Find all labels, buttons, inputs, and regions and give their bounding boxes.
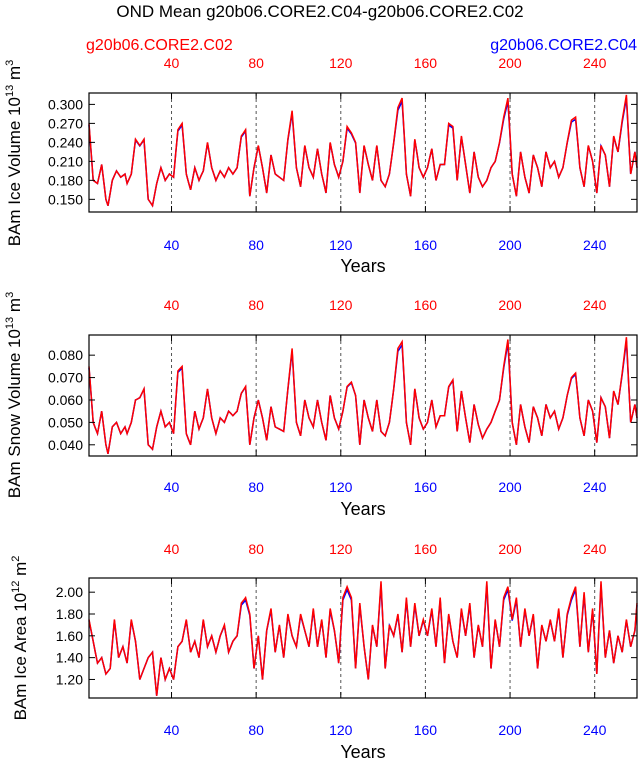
x-tick-label-bottom: 240: [583, 479, 607, 495]
x-tick-label-bottom: 80: [248, 722, 264, 738]
y-tick-label: 0.150: [48, 191, 83, 207]
y-tick-label: 0.240: [48, 134, 83, 150]
x-tick-label-top: 160: [414, 297, 438, 313]
y-tick-label: 1.80: [56, 606, 83, 622]
series-line-c02: [88, 94, 638, 208]
ice-area-panel: 2.00 1.80 1.60 1.40 1.20 40 40 80 80 120 120 160 160…: [10, 541, 638, 762]
x-tick-label-bottom: 240: [583, 237, 607, 253]
y-tick-label: 0.050: [48, 414, 83, 430]
plot-frame: [88, 334, 638, 457]
y-tick-label: 1.60: [56, 628, 83, 644]
y-tick-label: 0.040: [48, 437, 83, 453]
x-tick-label-bottom: 200: [498, 479, 522, 495]
x-tick-label-top: 40: [164, 541, 180, 557]
x-tick-label-bottom: 160: [414, 237, 438, 253]
x-tick-label-bottom: 80: [248, 237, 264, 253]
chart-title: OND Mean g20b06.CORE2.C04-g20b06.CORE2.C…: [116, 2, 523, 21]
x-tick-label-bottom: 40: [164, 722, 180, 738]
x-tick-label-bottom: 40: [164, 479, 180, 495]
x-tick-label-bottom: 80: [248, 479, 264, 495]
y-tick-label: 0.180: [48, 172, 83, 188]
x-tick-label-bottom: 40: [164, 237, 180, 253]
y-tick-label: 0.300: [48, 96, 83, 112]
x-tick-label-bottom: 200: [498, 722, 522, 738]
y-tick-label: 2.00: [56, 584, 83, 600]
y-tick-label: 0.270: [48, 115, 83, 131]
x-tick-label-top: 160: [414, 55, 438, 71]
plot-frame: [88, 577, 638, 699]
x-tick-label-bottom: 120: [329, 479, 353, 495]
x-axis-label: Years: [340, 742, 385, 762]
x-tick-label-top: 240: [583, 55, 607, 71]
x-tick-label-bottom: 160: [414, 479, 438, 495]
x-tick-label-top: 200: [498, 297, 522, 313]
y-tick-label: 0.070: [48, 370, 83, 386]
x-axis-label: Years: [340, 256, 385, 276]
legend-red-label: g20b06.CORE2.C02: [86, 37, 233, 54]
series-line-c02: [88, 581, 638, 696]
x-tick-label-top: 40: [164, 55, 180, 71]
y-tick-label: 0.210: [48, 153, 83, 169]
x-tick-label-top: 120: [329, 297, 353, 313]
x-tick-label-bottom: 200: [498, 237, 522, 253]
x-tick-label-top: 120: [329, 541, 353, 557]
x-tick-label-top: 80: [248, 297, 264, 313]
series-line-c02: [88, 337, 638, 454]
x-tick-label-top: 240: [583, 541, 607, 557]
x-axis-label: Years: [340, 499, 385, 519]
x-tick-label-top: 120: [329, 55, 353, 71]
y-axis-label: BAm Ice Volume 1013 m3: [4, 60, 24, 247]
y-tick-label: 0.060: [48, 392, 83, 408]
snow-volume-panel: 0.080 0.070 0.060 0.050 0.040 40 40 80 80 120 120 1…: [4, 292, 638, 519]
y-tick-label: 1.40: [56, 650, 83, 666]
ice-volume-panel: 0.300 0.270 0.240 0.210 0.180 0.150 40 40 80 80 12…: [4, 55, 638, 276]
x-tick-label-bottom: 120: [329, 722, 353, 738]
y-axis-label: BAm Snow Volume 1013 m3: [4, 292, 24, 498]
y-axis-label: BAm Ice Area 1012 m2: [10, 556, 30, 721]
x-tick-label-top: 200: [498, 55, 522, 71]
x-tick-label-top: 160: [414, 541, 438, 557]
x-tick-label-top: 80: [248, 55, 264, 71]
x-tick-label-top: 80: [248, 541, 264, 557]
x-tick-label-bottom: 240: [583, 722, 607, 738]
x-tick-label-top: 240: [583, 297, 607, 313]
x-tick-label-bottom: 160: [414, 722, 438, 738]
y-tick-label: 1.20: [56, 671, 83, 687]
x-tick-label-top: 40: [164, 297, 180, 313]
legend-blue-label: g20b06.CORE2.C04: [490, 37, 637, 54]
y-tick-label: 0.080: [48, 347, 83, 363]
plot-frame: [88, 92, 638, 213]
x-tick-label-top: 200: [498, 541, 522, 557]
x-tick-label-bottom: 120: [329, 237, 353, 253]
